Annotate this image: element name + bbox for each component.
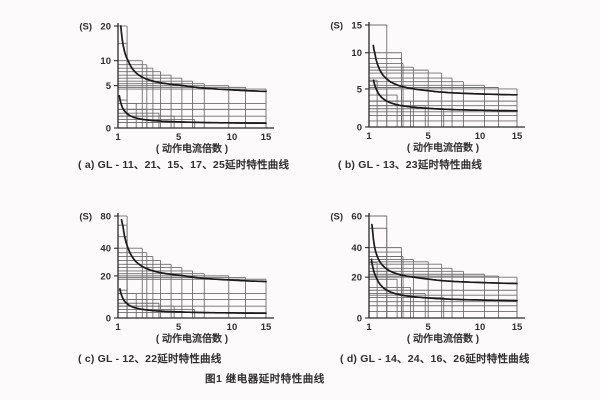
chart-d-caption: ( d) GL - 14、24、16、26延时特性曲线	[340, 353, 530, 365]
y-tick-label: 10	[100, 56, 111, 67]
x-tick-label: 10	[227, 322, 238, 333]
chart-c-upper-curve	[120, 218, 267, 283]
chart-a-caption: ( a) GL - 11、21、15、17、25延时特性曲线	[78, 159, 290, 171]
chart-d-upper-curve	[371, 223, 518, 285]
y-tick-label: 5	[357, 84, 363, 95]
chart-b-upper-curve	[372, 44, 518, 96]
x-tick-label: 5	[426, 131, 432, 142]
y-tick-label: 0	[106, 314, 111, 325]
x-tick-label: 10	[475, 131, 486, 142]
x-tick-label: 15	[261, 132, 272, 143]
x-axis-caption: ( 动作电流倍数 )	[407, 332, 479, 345]
y-tick-label: 0	[357, 314, 362, 325]
x-tick-label: 10	[227, 132, 238, 143]
x-tick-label: 1	[366, 131, 372, 142]
x-tick-label: 1	[115, 132, 121, 143]
y-tick-label: 60	[351, 212, 362, 223]
x-tick-label: 15	[512, 131, 523, 142]
y-unit-label: (S)	[330, 212, 343, 223]
x-tick-label: 10	[475, 322, 486, 333]
y-tick-label: 20	[100, 22, 111, 33]
chart-a-upper-curve	[119, 25, 267, 93]
y-tick-label: 40	[351, 243, 362, 254]
chart-b-caption: ( b) GL - 13、23延时特性曲线	[338, 159, 483, 171]
x-axis-caption: ( 动作电流倍数 )	[156, 332, 228, 345]
chart-d-lower-curve	[370, 258, 518, 302]
chart-c-lower-curve	[119, 288, 267, 315]
x-tick-label: 1	[115, 322, 121, 333]
y-tick-label: 20	[100, 271, 111, 282]
x-tick-label: 1	[366, 322, 372, 333]
y-tick-label: 0	[106, 124, 111, 135]
y-tick-label: 80	[100, 212, 111, 223]
x-tick-label: 5	[426, 322, 432, 333]
x-tick-label: 5	[176, 322, 182, 333]
chart-a-lower-curve	[118, 94, 267, 125]
y-tick-label: 0	[357, 123, 362, 134]
y-tick-label: 15	[351, 21, 362, 32]
y-tick-label: 40	[100, 244, 111, 255]
figure-title: 图1 继电器延时特性曲线	[205, 373, 325, 385]
x-axis-caption: ( 动作电流倍数 )	[407, 141, 479, 154]
y-tick-label: 20	[351, 273, 362, 284]
y-unit-label: (S)	[79, 22, 92, 33]
x-tick-label: 5	[176, 132, 182, 143]
x-tick-label: 15	[261, 322, 272, 333]
x-axis-caption: ( 动作电流倍数 )	[156, 142, 228, 155]
x-tick-label: 15	[512, 322, 523, 333]
y-unit-label: (S)	[330, 21, 343, 32]
y-tick-label: 10	[351, 48, 362, 59]
y-unit-label: (S)	[79, 212, 92, 223]
chart-b-lower-curve	[372, 79, 518, 112]
y-tick-label: 5	[106, 81, 112, 92]
chart-c-caption: ( c) GL - 12、22延时特性曲线	[78, 353, 222, 365]
